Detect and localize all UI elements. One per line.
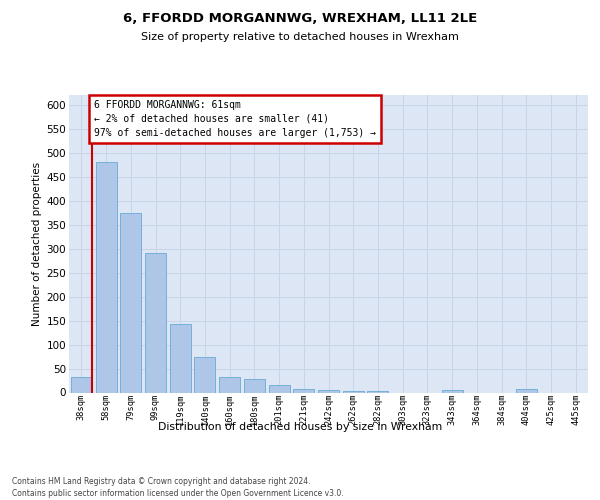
Text: 6, FFORDD MORGANNWG, WREXHAM, LL11 2LE: 6, FFORDD MORGANNWG, WREXHAM, LL11 2LE bbox=[123, 12, 477, 26]
Bar bbox=[194, 356, 215, 392]
Bar bbox=[318, 390, 339, 392]
Bar bbox=[293, 388, 314, 392]
Bar bbox=[170, 324, 191, 392]
Bar bbox=[219, 376, 240, 392]
Y-axis label: Number of detached properties: Number of detached properties bbox=[32, 162, 43, 326]
Text: Contains HM Land Registry data © Crown copyright and database right 2024.
Contai: Contains HM Land Registry data © Crown c… bbox=[12, 476, 344, 498]
Bar bbox=[71, 377, 92, 392]
Text: 6 FFORDD MORGANNWG: 61sqm
← 2% of detached houses are smaller (41)
97% of semi-d: 6 FFORDD MORGANNWG: 61sqm ← 2% of detach… bbox=[94, 100, 376, 138]
Text: Size of property relative to detached houses in Wrexham: Size of property relative to detached ho… bbox=[141, 32, 459, 42]
Bar bbox=[244, 379, 265, 392]
Bar bbox=[343, 390, 364, 392]
Bar bbox=[269, 386, 290, 392]
Bar bbox=[442, 390, 463, 392]
Bar bbox=[145, 254, 166, 392]
Bar bbox=[516, 388, 537, 392]
Bar bbox=[95, 162, 116, 392]
Bar bbox=[120, 212, 141, 392]
Bar bbox=[367, 391, 388, 392]
Text: Distribution of detached houses by size in Wrexham: Distribution of detached houses by size … bbox=[158, 422, 442, 432]
